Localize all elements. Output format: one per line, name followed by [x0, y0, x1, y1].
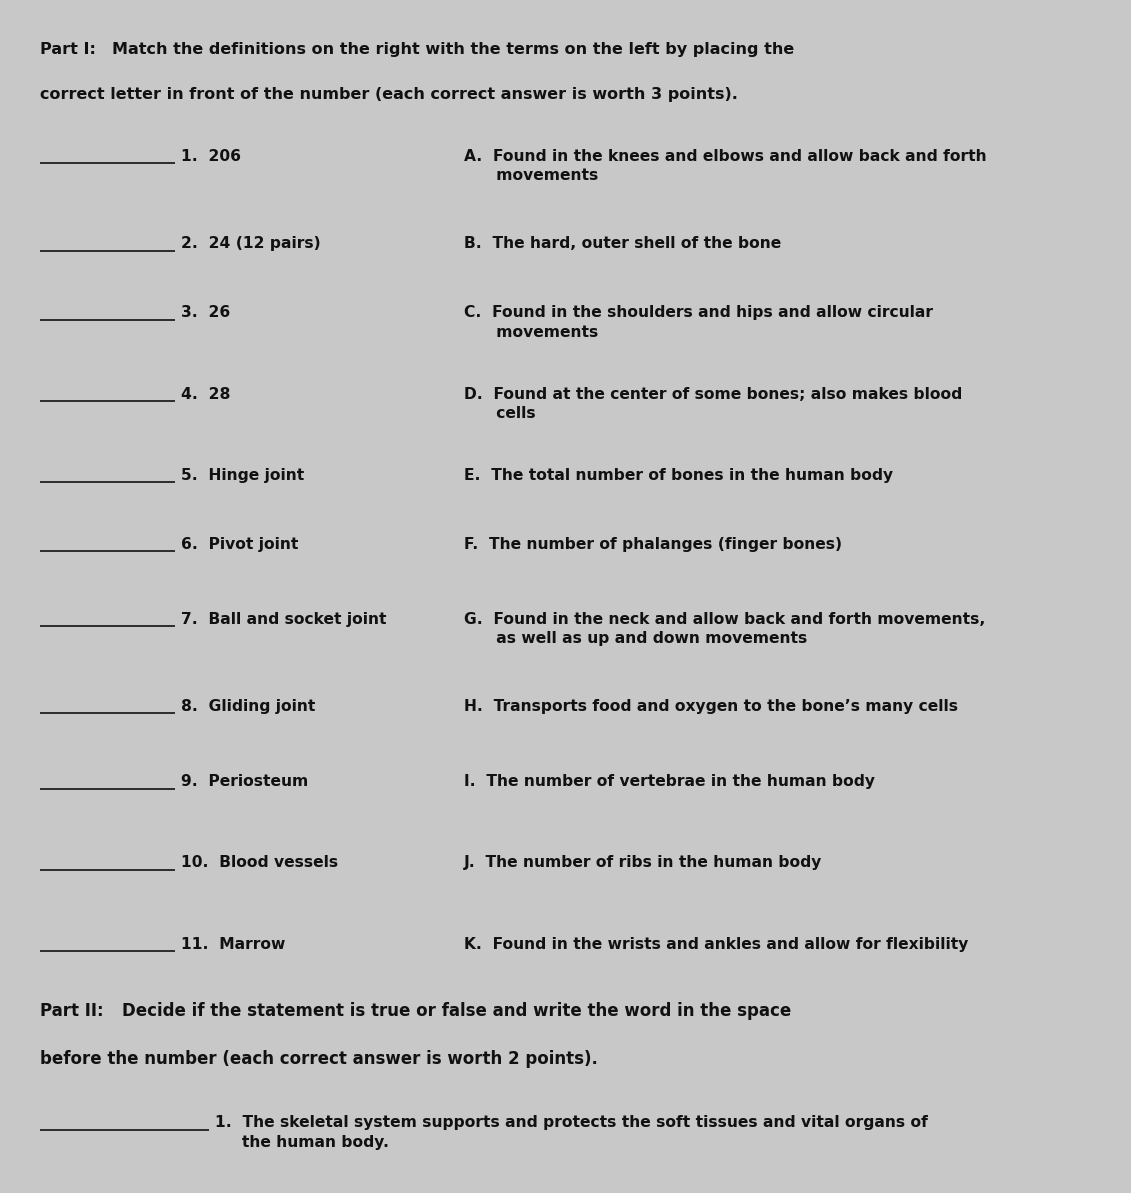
Text: 4.  28: 4. 28	[181, 387, 231, 402]
Text: 1.  The skeletal system supports and protects the soft tissues and vital organs : 1. The skeletal system supports and prot…	[215, 1115, 927, 1150]
Text: A.  Found in the knees and elbows and allow back and forth
      movements: A. Found in the knees and elbows and all…	[464, 149, 986, 184]
Text: K.  Found in the wrists and ankles and allow for flexibility: K. Found in the wrists and ankles and al…	[464, 937, 968, 952]
Text: E.  The total number of bones in the human body: E. The total number of bones in the huma…	[464, 468, 892, 483]
Text: F.  The number of phalanges (finger bones): F. The number of phalanges (finger bones…	[464, 537, 841, 552]
Text: 10.  Blood vessels: 10. Blood vessels	[181, 855, 338, 871]
Text: 7.  Ball and socket joint: 7. Ball and socket joint	[181, 612, 387, 628]
Text: G.  Found in the neck and allow back and forth movements,
      as well as up an: G. Found in the neck and allow back and …	[464, 612, 985, 647]
Text: I.  The number of vertebrae in the human body: I. The number of vertebrae in the human …	[464, 774, 874, 790]
Text: correct letter in front of the number (each correct answer is worth 3 points).: correct letter in front of the number (e…	[40, 87, 737, 103]
Text: B.  The hard, outer shell of the bone: B. The hard, outer shell of the bone	[464, 236, 782, 252]
Text: 9.  Periosteum: 9. Periosteum	[181, 774, 309, 790]
Text: Decide if the statement is true or false and write the word in the space: Decide if the statement is true or false…	[122, 1002, 792, 1020]
Text: 5.  Hinge joint: 5. Hinge joint	[181, 468, 304, 483]
Text: Part II:: Part II:	[40, 1002, 109, 1020]
Text: Match the definitions on the right with the terms on the left by placing the: Match the definitions on the right with …	[112, 42, 794, 57]
Text: J.  The number of ribs in the human body: J. The number of ribs in the human body	[464, 855, 822, 871]
Text: D.  Found at the center of some bones; also makes blood
      cells: D. Found at the center of some bones; al…	[464, 387, 962, 421]
Text: H.  Transports food and oxygen to the bone’s many cells: H. Transports food and oxygen to the bon…	[464, 699, 958, 715]
Text: Part I:: Part I:	[40, 42, 101, 57]
Text: 8.  Gliding joint: 8. Gliding joint	[181, 699, 316, 715]
Text: C.  Found in the shoulders and hips and allow circular
      movements: C. Found in the shoulders and hips and a…	[464, 305, 933, 340]
Text: 2.  24 (12 pairs): 2. 24 (12 pairs)	[181, 236, 321, 252]
Text: 6.  Pivot joint: 6. Pivot joint	[181, 537, 299, 552]
Text: before the number (each correct answer is worth 2 points).: before the number (each correct answer i…	[40, 1050, 597, 1068]
Text: 3.  26: 3. 26	[181, 305, 231, 321]
Text: 1.  206: 1. 206	[181, 149, 241, 165]
Text: 11.  Marrow: 11. Marrow	[181, 937, 285, 952]
